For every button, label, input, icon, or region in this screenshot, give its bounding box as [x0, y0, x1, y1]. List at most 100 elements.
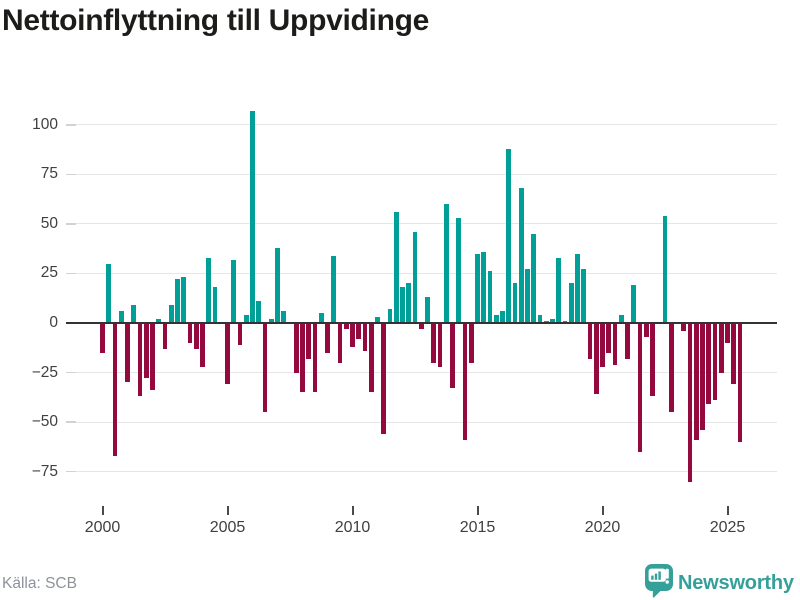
bar-negative — [681, 323, 687, 331]
bar-positive — [400, 287, 405, 323]
zero-line — [66, 321, 777, 325]
y-axis-label: −25 — [31, 363, 58, 381]
bar-negative — [725, 323, 730, 343]
bar-negative — [368, 323, 374, 393]
x-axis-label: 2020 — [584, 519, 621, 536]
bar-negative — [112, 323, 118, 456]
bar-positive — [231, 259, 237, 323]
x-axis-tick — [476, 506, 479, 515]
gridline — [72, 421, 777, 423]
bar-positive — [425, 297, 430, 323]
bar-negative — [362, 323, 368, 351]
bar-positive — [181, 277, 187, 323]
bar-negative — [187, 323, 193, 343]
bar-positive — [175, 279, 180, 323]
bar-positive — [243, 315, 249, 323]
bar-negative — [687, 323, 693, 482]
y-axis-tick — [66, 124, 76, 126]
bar-negative — [450, 323, 455, 389]
gridline — [72, 272, 777, 274]
gridline — [72, 471, 777, 473]
bar-negative — [100, 323, 105, 353]
chart-title: Nettoinflyttning till Uppvidinge — [2, 4, 430, 37]
bar-positive — [250, 110, 255, 323]
bar-negative — [587, 323, 593, 359]
bar-positive — [156, 319, 162, 323]
bar-positive — [387, 309, 393, 323]
bar-negative — [293, 323, 299, 373]
bar-positive — [106, 263, 112, 323]
bar-positive — [556, 257, 562, 323]
bar-negative — [468, 323, 474, 363]
bar-negative — [643, 323, 649, 337]
bar-negative — [668, 323, 674, 413]
bar-negative — [306, 323, 312, 359]
bar-negative — [225, 323, 230, 385]
y-axis-label: 100 — [32, 115, 58, 133]
bar-positive — [331, 255, 337, 323]
bar-positive — [550, 319, 555, 323]
bar-negative — [325, 323, 330, 353]
bar-negative — [712, 323, 718, 401]
bar-positive — [318, 313, 324, 323]
bar-positive — [525, 269, 530, 323]
gridline — [72, 223, 777, 225]
bar-positive — [537, 315, 543, 323]
y-axis-tick — [66, 223, 76, 225]
bar-negative — [700, 323, 705, 431]
bar-negative — [431, 323, 437, 363]
bar-negative — [237, 323, 243, 345]
bar-positive — [500, 311, 505, 323]
bar-positive — [256, 301, 262, 323]
x-axis-label: 2025 — [709, 519, 746, 536]
bar-negative — [356, 323, 362, 339]
x-axis-label: 2000 — [84, 519, 121, 536]
bar-positive — [406, 283, 412, 323]
bar-negative — [200, 323, 205, 367]
bar-negative — [600, 323, 605, 367]
bar-positive — [575, 253, 580, 323]
x-axis-label: 2015 — [459, 519, 496, 536]
gridline — [72, 173, 777, 175]
y-axis-label: 0 — [49, 314, 58, 331]
bar-positive — [493, 315, 499, 323]
bar-negative — [262, 323, 268, 413]
y-axis-label: −75 — [31, 462, 58, 480]
bar-negative — [706, 323, 712, 405]
bar-positive — [131, 305, 137, 323]
y-axis-label: 25 — [40, 264, 58, 282]
bar-positive — [512, 283, 518, 323]
bar-negative — [650, 323, 655, 397]
x-axis-tick — [226, 506, 229, 515]
bar-negative — [593, 323, 599, 395]
bar-negative — [731, 323, 737, 385]
bar-negative — [462, 323, 468, 440]
bar-positive — [168, 305, 174, 323]
x-axis-label: 2010 — [334, 519, 371, 536]
source-label: Källa: SCB — [2, 575, 77, 592]
bar-positive — [456, 217, 462, 323]
bar-negative — [606, 323, 612, 353]
bar-negative — [162, 323, 168, 349]
bar-negative — [300, 323, 305, 393]
bar-negative — [612, 323, 618, 365]
bar-positive — [443, 204, 449, 323]
bar-negative — [137, 323, 143, 397]
bar-negative — [143, 323, 149, 379]
bar-positive — [393, 212, 399, 323]
bar-negative — [337, 323, 343, 363]
bar-negative — [437, 323, 443, 367]
bar-negative — [637, 323, 643, 452]
bar-negative — [625, 323, 630, 359]
bar-negative — [718, 323, 724, 373]
bar-negative — [693, 323, 699, 440]
bar-positive — [518, 188, 524, 323]
bar-negative — [737, 323, 743, 442]
bar-negative — [381, 323, 387, 434]
bar-positive — [206, 257, 212, 323]
bar-positive — [375, 317, 380, 323]
x-axis-tick — [601, 506, 604, 515]
y-axis-label: 50 — [40, 214, 58, 232]
bar-positive — [531, 233, 537, 323]
